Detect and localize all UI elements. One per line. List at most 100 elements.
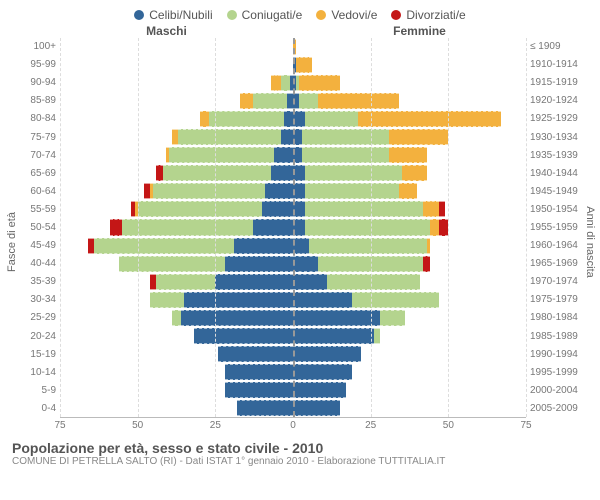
male-side [60, 57, 293, 73]
legend-label: Vedovi/e [331, 8, 377, 22]
age-label: 5-9 [42, 386, 56, 396]
female-side [293, 165, 526, 181]
x-tick: 75 [54, 420, 65, 431]
male-side [60, 75, 293, 91]
year-label: 1935-1939 [530, 151, 578, 161]
age-label: 25-29 [30, 313, 56, 323]
year-label: 1915-1919 [530, 78, 578, 88]
bar-seg-married [122, 219, 252, 235]
legend-label: Coniugati/e [242, 8, 303, 22]
male-side [60, 346, 293, 362]
year-label: ≤ 1909 [530, 42, 561, 52]
bar-seg-single [218, 346, 293, 362]
bar-seg-single [281, 129, 293, 145]
x-tick: 25 [365, 420, 376, 431]
bar-seg-single [262, 201, 293, 217]
bar-seg-married [352, 292, 439, 308]
male-side [60, 39, 293, 55]
bar-seg-single [293, 310, 380, 326]
x-tick: 50 [443, 420, 454, 431]
age-label: 30-34 [30, 295, 56, 305]
male-side [60, 256, 293, 272]
bar-seg-married [299, 93, 318, 109]
year-label: 1950-1954 [530, 205, 578, 215]
chart-subtitle: COMUNE DI PETRELLA SALTO (RI) - Dati IST… [12, 456, 588, 467]
widowed-swatch [316, 10, 326, 20]
bar-seg-married [209, 111, 284, 127]
bar-seg-single [225, 364, 293, 380]
bar-seg-single [225, 382, 293, 398]
male-side [60, 382, 293, 398]
bar-seg-married [302, 129, 389, 145]
header-male: Maschi [60, 24, 293, 38]
plot [60, 38, 526, 418]
bar-seg-single [265, 183, 293, 199]
bar-seg-married [305, 111, 358, 127]
male-side [60, 201, 293, 217]
year-label: 1960-1964 [530, 241, 578, 251]
header-female: Femmine [293, 24, 526, 38]
gridline [448, 38, 449, 417]
bar-seg-single [237, 400, 293, 416]
bar-seg-single [284, 111, 293, 127]
year-label: 1980-1984 [530, 313, 578, 323]
single-swatch [134, 10, 144, 20]
bar-seg-married [150, 292, 184, 308]
male-side [60, 274, 293, 290]
legend-item-married: Coniugati/e [227, 8, 303, 22]
male-side [60, 310, 293, 326]
bar-seg-single [271, 165, 293, 181]
age-label: 20-24 [30, 332, 56, 342]
female-side [293, 364, 526, 380]
bar-seg-widowed [423, 201, 439, 217]
bar-seg-widowed [430, 219, 439, 235]
legend-label: Celibi/Nubili [149, 8, 212, 22]
legend-item-single: Celibi/Nubili [134, 8, 212, 22]
age-label: 95-99 [30, 60, 56, 70]
age-label: 55-59 [30, 205, 56, 215]
year-label: 1970-1974 [530, 277, 578, 287]
year-label: 1930-1934 [530, 133, 578, 143]
year-label: 1985-1989 [530, 332, 578, 342]
chart-wrap: Fasce di età Anni di nascita 100+95-9990… [12, 38, 588, 434]
female-side [293, 183, 526, 199]
male-side [60, 129, 293, 145]
male-side [60, 238, 293, 254]
x-tick: 25 [210, 420, 221, 431]
bar-seg-single [181, 310, 293, 326]
year-label: 1955-1959 [530, 223, 578, 233]
gridline [215, 38, 216, 417]
female-side [293, 75, 526, 91]
year-label: 2005-2009 [530, 404, 578, 414]
female-side [293, 382, 526, 398]
year-label: 1945-1949 [530, 187, 578, 197]
bar-seg-single [184, 292, 293, 308]
female-side [293, 39, 526, 55]
bar-seg-single [293, 328, 374, 344]
bar-seg-single [234, 238, 293, 254]
female-side [293, 256, 526, 272]
bar-seg-married [305, 183, 398, 199]
year-label: 1990-1994 [530, 350, 578, 360]
year-label: 1940-1944 [530, 169, 578, 179]
female-side [293, 147, 526, 163]
male-side [60, 400, 293, 416]
bar-seg-married [380, 310, 405, 326]
male-side [60, 93, 293, 109]
age-label: 10-14 [30, 368, 56, 378]
year-label: 1925-1929 [530, 114, 578, 124]
x-tick: 0 [290, 420, 296, 431]
bar-seg-single [293, 274, 327, 290]
female-side [293, 57, 526, 73]
bar-seg-married [253, 93, 287, 109]
bar-seg-married [94, 238, 234, 254]
footer: Popolazione per età, sesso e stato civil… [12, 440, 588, 467]
bar-seg-single [293, 292, 352, 308]
female-side [293, 310, 526, 326]
bar-seg-widowed [240, 93, 252, 109]
bar-seg-widowed [389, 129, 448, 145]
female-side [293, 238, 526, 254]
female-side [293, 93, 526, 109]
age-label: 65-69 [30, 169, 56, 179]
x-tick: 75 [520, 420, 531, 431]
